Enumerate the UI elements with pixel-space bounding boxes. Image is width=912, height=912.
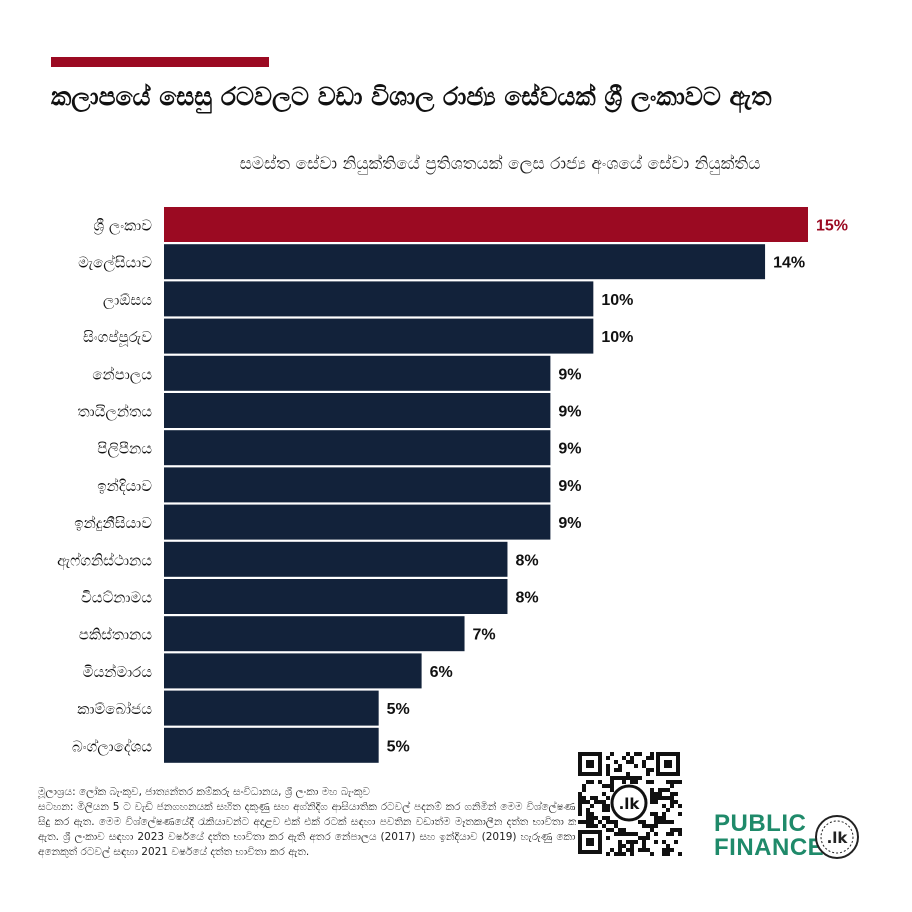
footer-notes: මූලාශ්‍රය: ලෝක බැංකුව, ජාත්‍යන්තර කම්කරු… [38, 785, 583, 860]
value-label: 5% [387, 701, 410, 718]
category-label: මියන්මාරය [83, 663, 153, 681]
value-label: 9% [558, 366, 581, 383]
value-label: 7% [473, 627, 496, 644]
category-label: ඉන්දුනීසියාව [74, 514, 152, 532]
category-label: ලාඕසය [103, 291, 152, 309]
category-label: වියට්නාමය [81, 589, 152, 607]
public-finance-logo: PUBLIC FINANCE .lk [714, 812, 894, 864]
brand-line-1: PUBLIC [714, 810, 807, 837]
category-label: ශ්‍රී ලංකාව [93, 217, 152, 236]
bar-3 [164, 281, 594, 317]
category-label: පකිස්තානය [79, 626, 152, 644]
bar-13 [164, 653, 422, 689]
value-label: 9% [558, 441, 581, 458]
bar-12 [164, 616, 465, 652]
category-label: ඉන්දියාව [97, 477, 152, 495]
methodology-note: සටහන: මිලියන 5 ට වැඩි ජනගහනයක් සහිත දකුණ… [38, 801, 583, 858]
value-label: 6% [430, 664, 453, 681]
chart-subtitle: සමස්ත සේවා නියුක්තියේ ප්‍රතිශතයක් ලෙස රා… [239, 154, 761, 174]
bar-8 [164, 467, 551, 503]
value-label: 8% [515, 552, 538, 569]
source-note: මූලාශ්‍රය: ලෝක බැංකුව, ජාත්‍යන්තර කම්කරු… [38, 786, 370, 798]
page-title: කලාපයේ සෙසු රටවලට වඩා විශාල රාජ්‍ය සේවයක… [51, 82, 772, 111]
bar-15 [164, 727, 379, 763]
value-label: 14% [773, 255, 805, 272]
bar-4 [164, 318, 594, 354]
bar-14 [164, 690, 379, 726]
brand-line-2: FINANCE [714, 834, 825, 861]
value-label: 9% [558, 515, 581, 532]
value-label: 10% [601, 292, 633, 309]
brand-badge-icon: .lk [815, 815, 859, 859]
bar-7 [164, 430, 551, 466]
bar-2 [164, 244, 766, 280]
category-label: බංග්ලාදේශය [72, 737, 152, 755]
bar-9 [164, 504, 551, 540]
value-label: 5% [387, 738, 410, 755]
value-label: 9% [558, 478, 581, 495]
category-label: පිලිපීනය [97, 440, 152, 458]
bar-1 [164, 207, 808, 242]
bar-6 [164, 393, 551, 428]
category-label: ඇෆ්ගනිස්ථානය [57, 551, 152, 570]
category-label: නේපාලය [92, 365, 152, 383]
value-label: 8% [515, 590, 538, 607]
bar-10 [164, 541, 508, 577]
category-label: සිංගප්පූරුව [83, 328, 152, 347]
badge-label: .lk [827, 829, 849, 847]
category-label: කාම්බෝජය [77, 700, 152, 718]
qr-code-icon: .lk [576, 750, 682, 856]
bar-5 [164, 355, 551, 391]
value-label: 9% [558, 404, 581, 421]
bar-11 [164, 579, 508, 614]
qr-center-label: .lk [619, 795, 641, 813]
category-label: තායිලන්තය [78, 402, 153, 420]
brand-wordmark: PUBLIC FINANCE [714, 812, 824, 860]
value-label: 15% [816, 218, 848, 235]
title-accent-bar [51, 57, 269, 67]
value-label: 10% [601, 329, 633, 346]
category-label: මැලේසියාව [78, 254, 152, 272]
bar-chart: ශ්‍රී ලංකාව 15% මැලේසියාව 14% ලාඕසය 10% සිංගප්… [57, 207, 848, 763]
